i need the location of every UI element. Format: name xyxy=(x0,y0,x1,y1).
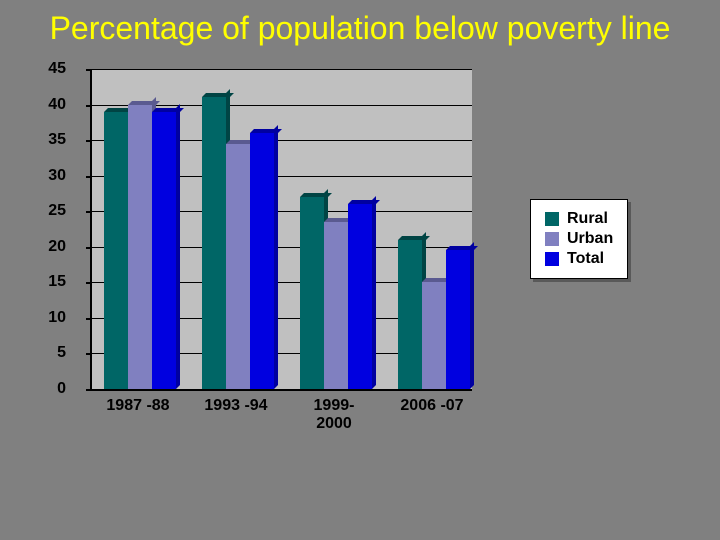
y-tick xyxy=(86,353,92,355)
x-axis-label: 1999-2000 xyxy=(292,397,376,433)
y-tick xyxy=(86,318,92,320)
legend-item-total: Total xyxy=(545,250,613,268)
y-axis-label: 5 xyxy=(26,344,66,362)
y-axis-label: 15 xyxy=(26,273,66,291)
y-tick xyxy=(86,140,92,142)
bar-total xyxy=(250,133,274,389)
y-tick xyxy=(86,247,92,249)
y-axis-label: 45 xyxy=(26,60,66,78)
y-axis-label: 25 xyxy=(26,202,66,220)
bar-total xyxy=(348,204,372,389)
legend-label: Total xyxy=(567,250,604,268)
bar-total xyxy=(446,250,470,389)
bar-group xyxy=(202,69,274,389)
bar-rural xyxy=(398,240,422,389)
x-axis-label: 2006 -07 xyxy=(390,397,474,415)
bar-group xyxy=(104,69,176,389)
bar-total xyxy=(152,112,176,389)
y-axis-label: 30 xyxy=(26,167,66,185)
bar-urban xyxy=(422,282,446,389)
y-axis-label: 35 xyxy=(26,131,66,149)
y-tick xyxy=(86,176,92,178)
legend-item-urban: Urban xyxy=(545,230,613,248)
x-axis-label: 1987 -88 xyxy=(96,397,180,415)
y-axis-label: 0 xyxy=(26,380,66,398)
bar-rural xyxy=(104,112,128,389)
bar-urban xyxy=(324,222,348,389)
y-axis-label: 10 xyxy=(26,309,66,327)
y-tick xyxy=(86,69,92,71)
legend-item-rural: Rural xyxy=(545,210,613,228)
legend-label: Rural xyxy=(567,210,608,228)
y-axis-label: 40 xyxy=(26,96,66,114)
y-tick xyxy=(86,282,92,284)
legend: Rural Urban Total xyxy=(530,199,628,279)
bar-group xyxy=(398,69,470,389)
poverty-bar-chart: RuralUrbanTotal 0510152025303540451987 -… xyxy=(30,59,690,479)
plot-area xyxy=(90,69,472,391)
y-tick xyxy=(86,105,92,107)
y-tick xyxy=(86,211,92,213)
legend-label: Urban xyxy=(567,230,613,248)
legend-swatch xyxy=(545,212,559,226)
bar-urban xyxy=(128,105,152,389)
page-title: Percentage of population below poverty l… xyxy=(0,0,720,51)
bar-rural xyxy=(202,97,226,389)
legend-swatch xyxy=(545,252,559,266)
legend-swatch xyxy=(545,232,559,246)
x-axis-label: 1993 -94 xyxy=(194,397,278,415)
y-axis-label: 20 xyxy=(26,238,66,256)
y-tick xyxy=(86,389,92,391)
bar-rural xyxy=(300,197,324,389)
bar-urban xyxy=(226,144,250,389)
bar-group xyxy=(300,69,372,389)
